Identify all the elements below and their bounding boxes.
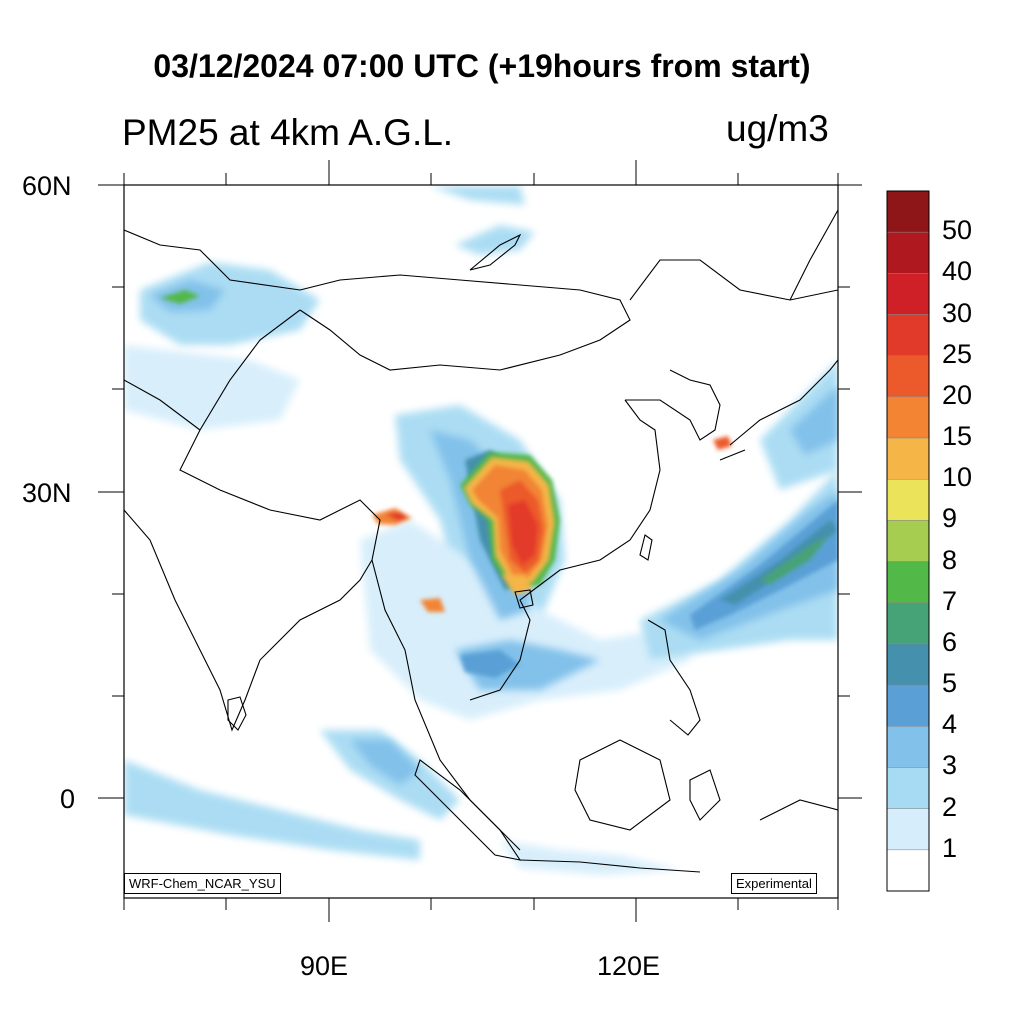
border-kazakhstan xyxy=(124,379,201,431)
plume-se-asia xyxy=(360,520,690,720)
plume-north-sea xyxy=(430,186,525,205)
axis-ticks xyxy=(98,160,862,922)
colorbar-swatch xyxy=(886,520,930,562)
colorbar-swatch xyxy=(886,849,930,892)
colorbar-swatch xyxy=(886,190,930,233)
lon-label-90e: 90E xyxy=(300,951,348,981)
colorbar-label: 5 xyxy=(942,668,958,699)
colorbar-label: 20 xyxy=(942,379,973,410)
colorbar-label: 1 xyxy=(942,832,958,863)
island-hainan xyxy=(514,589,534,609)
concentration-field xyxy=(124,186,838,875)
coast-vietnam xyxy=(469,399,661,701)
colorbar-swatch xyxy=(886,355,930,398)
variable-label: PM25 at 4km A.G.L. xyxy=(122,112,454,153)
island-taiwan xyxy=(639,534,653,561)
java xyxy=(519,859,701,873)
model-credit: WRF-Chem_NCAR_YSU xyxy=(124,873,281,894)
colorbar-label: 9 xyxy=(942,503,958,534)
colorbar-label: 10 xyxy=(942,462,973,493)
island-srilanka xyxy=(227,696,247,731)
border-china-west xyxy=(179,309,381,561)
lat-label-60n: 60N xyxy=(22,171,72,201)
colorbar-swatch xyxy=(886,726,930,768)
plume-java xyxy=(500,840,680,875)
colorbar-label: 8 xyxy=(942,544,958,575)
colorbar-swatch xyxy=(886,561,930,604)
map-frame xyxy=(123,184,839,899)
units-label: ug/m3 xyxy=(726,108,829,149)
colorbar-swatch xyxy=(886,684,930,727)
colorbar-label: 7 xyxy=(942,585,958,616)
plume-west-asia xyxy=(124,345,300,430)
colorbar-swatch xyxy=(886,808,930,851)
colorbar-label: 40 xyxy=(942,256,973,287)
lat-label-0: 0 xyxy=(60,784,75,814)
japan xyxy=(719,359,838,461)
border-mongolia xyxy=(299,274,631,371)
colorbar-label: 15 xyxy=(942,421,973,452)
plume-siberia xyxy=(455,225,535,255)
colorbar-swatch xyxy=(886,231,930,274)
colorbar-swatch xyxy=(886,396,930,439)
lat-label-30n: 30N xyxy=(22,478,72,508)
plume-indian-ocean xyxy=(124,760,420,860)
plot-title: 03/12/2024 07:00 UTC (+19hours from star… xyxy=(153,48,811,84)
colorbar-label: 3 xyxy=(942,750,958,781)
colorbar-label: 2 xyxy=(942,791,958,822)
colorbar-frame xyxy=(886,190,930,892)
colorbar-label: 50 xyxy=(942,215,973,246)
coast-korea xyxy=(625,369,721,441)
lake-baikal xyxy=(469,233,522,271)
colorbar-label: 25 xyxy=(942,338,973,369)
colorbar-label: 30 xyxy=(942,297,973,328)
experimental-tag: Experimental xyxy=(731,873,817,894)
colorbar xyxy=(886,190,930,892)
colorbar-swatch xyxy=(886,437,930,480)
colorbar-swatch xyxy=(886,602,930,645)
colorbar-label: 6 xyxy=(942,626,958,657)
colorbar-swatch xyxy=(886,643,930,686)
coast-india xyxy=(124,509,373,732)
sulawesi xyxy=(689,769,721,821)
new-guinea xyxy=(759,799,838,821)
coastlines xyxy=(124,209,838,873)
lon-label-120e: 120E xyxy=(597,951,660,981)
border-sakhalin xyxy=(789,209,838,301)
colorbar-swatch xyxy=(886,314,930,356)
colorbar-swatch xyxy=(886,767,930,809)
sumatra xyxy=(414,759,522,861)
colorbar-label: 4 xyxy=(942,709,958,740)
colorbar-swatch xyxy=(886,273,930,315)
borneo xyxy=(574,739,671,831)
border-russia xyxy=(124,229,838,301)
colorbar-swatch xyxy=(886,478,930,521)
philippines xyxy=(647,619,701,736)
